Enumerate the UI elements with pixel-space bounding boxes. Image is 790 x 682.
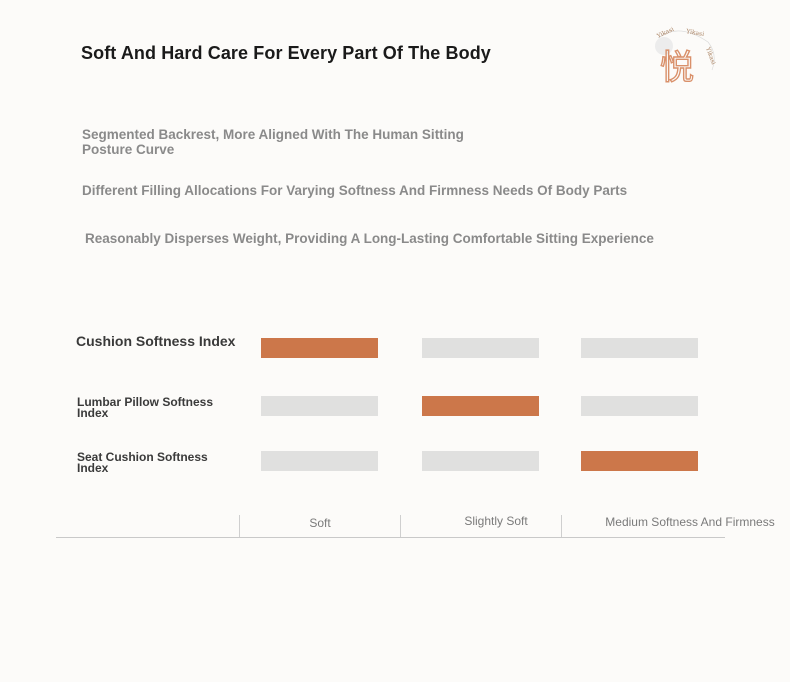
page-title: Soft And Hard Care For Every Part Of The… (81, 43, 491, 63)
svg-text:悦: 悦 (660, 48, 694, 88)
row-label-seat: Seat Cushion Softness Index (77, 450, 208, 475)
cushion-soft-bar (261, 338, 378, 358)
level-label-medium: Medium Softness And Firmness (605, 515, 775, 529)
level-label-slightly-soft: Slightly Soft (464, 514, 528, 528)
axis-tick (561, 515, 562, 537)
feature-filling: Different Filling Allocations For Varyin… (82, 183, 628, 198)
seat-medium-bar (581, 451, 698, 471)
axis-line (56, 537, 725, 538)
svg-text:Yikasi: Yikasi (685, 28, 705, 38)
svg-text:Yikasi: Yikasi (704, 45, 717, 65)
brand-logo: Yikasi Yikasi Yikasi 悦 (655, 26, 717, 88)
lumbar-slightly-soft-bar (422, 396, 539, 416)
axis-tick (239, 515, 240, 537)
row-label-cushion: Cushion Softness Index (76, 333, 236, 349)
feature-backrest: Segmented Backrest, More Aligned With Th… (82, 127, 464, 157)
lumbar-soft-bar (261, 396, 378, 416)
seat-slightly-soft-bar (422, 451, 539, 471)
cushion-slightly-soft-bar (422, 338, 539, 358)
seat-soft-bar (261, 451, 378, 471)
lumbar-medium-bar (581, 396, 698, 416)
row-label-lumbar: Lumbar Pillow Softness Index (77, 395, 214, 420)
cushion-medium-bar (581, 338, 698, 358)
feature-weight: Reasonably Disperses Weight, Providing A… (85, 231, 654, 246)
axis-tick (400, 515, 401, 537)
level-label-soft: Soft (309, 516, 331, 530)
